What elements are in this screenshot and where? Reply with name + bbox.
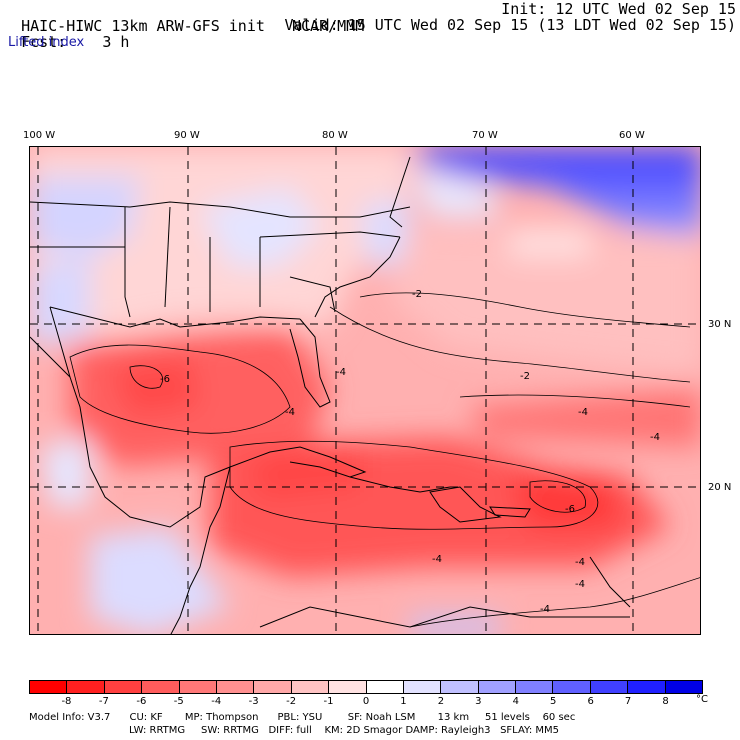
forecast-hour: Fcst: 3 h	[21, 33, 130, 51]
colorbar-unit: °C	[696, 694, 708, 705]
model-title: HAIC-HIWC 13km ARW-GFS init NCAR/MMM	[21, 17, 365, 35]
colorbar-swatch	[553, 681, 591, 693]
colorbar-swatch	[516, 681, 554, 693]
colorbar-swatch	[628, 681, 666, 693]
colorbar-tick-label: -4	[211, 696, 222, 707]
colorbar-swatch	[366, 681, 404, 693]
colorbar-swatch	[329, 681, 367, 693]
coastlines	[30, 156, 631, 634]
lon-label: 70 W	[472, 130, 498, 141]
init-time: Init: 12 UTC Wed 02 Sep 15	[501, 0, 736, 18]
model-info-line1: Model Info: V3.7 CU: KF MP: Thompson PBL…	[29, 712, 576, 723]
colorbar-tick-label: 6	[587, 696, 594, 707]
colorbar-swatch	[179, 681, 217, 693]
model-info-line2: LW: RRTMG SW: RRTMG DIFF: full KM: 2D Sm…	[129, 725, 559, 736]
colorbar-tick-label: 2	[437, 696, 445, 707]
colorbar-swatch	[216, 681, 255, 693]
colorbar	[29, 680, 703, 694]
colorbar-tick-label: 5	[550, 696, 557, 707]
colorbar-swatch	[104, 681, 143, 693]
contour-label: -4	[336, 367, 346, 378]
contour-label: -2	[412, 289, 422, 300]
lon-label: 80 W	[322, 130, 348, 141]
lat-label: 20 N	[708, 482, 732, 493]
colorbar-swatch	[291, 681, 330, 693]
colorbar-tick-label: 4	[512, 696, 519, 707]
contour-label: -4	[650, 432, 660, 443]
colorbar-swatch	[665, 681, 703, 693]
colorbar-swatch	[441, 681, 479, 693]
colorbar-tick-label: 7	[624, 696, 632, 707]
lon-label: 90 W	[174, 130, 200, 141]
contour-label: -4	[578, 407, 588, 418]
lifted-index-map[interactable]: -2 -2 -4 -4 -4 -4 -4 -4 -4 -4 -6 -6	[29, 146, 701, 635]
lon-label: 60 W	[619, 130, 645, 141]
colorbar-tick-label: -5	[173, 696, 184, 707]
contour-label: -6	[565, 504, 575, 515]
map-canvas: -2 -2 -4 -4 -4 -4 -4 -4 -4 -4 -6 -6	[30, 147, 700, 634]
lon-label: 100 W	[23, 130, 56, 141]
contour-label: -4	[432, 554, 442, 565]
colorbar-tick-label: -1	[323, 696, 334, 707]
valid-time: Valid: 15 UTC Wed 02 Sep 15 (13 LDT Wed …	[284, 16, 736, 34]
colorbar-tick-label: 8	[662, 696, 669, 707]
contour-label: -4	[540, 604, 550, 615]
contour-label: -2	[520, 371, 530, 382]
contour-label: -4	[575, 579, 585, 590]
colorbar-swatch	[478, 681, 517, 693]
colorbar-swatch	[403, 681, 442, 693]
contour-label: -6	[160, 374, 170, 385]
colorbar-tick-label: 3	[475, 696, 482, 707]
colorbar-tick-label: 1	[400, 696, 407, 707]
contour-label: -4	[285, 407, 295, 418]
colorbar-swatch	[30, 681, 68, 693]
colorbar-swatch	[142, 681, 180, 693]
colorbar-swatch	[67, 681, 105, 693]
colorbar-tick-label: -2	[286, 696, 297, 707]
field-name: Lifted index	[8, 35, 85, 50]
contour-labels: -2 -2 -4 -4 -4 -4 -4 -4 -4 -4 -6 -6	[160, 289, 660, 615]
colorbar-swatch	[590, 681, 629, 693]
colorbar-tick-label: -6	[136, 696, 147, 707]
colorbar-tick-label: 0	[362, 696, 370, 707]
contours	[69, 292, 700, 628]
colorbar-tick-label: -8	[61, 696, 72, 707]
colorbar-swatch	[254, 681, 292, 693]
contour-label: -4	[575, 557, 585, 568]
colorbar-tick-label: -7	[98, 696, 109, 707]
colorbar-tick-label: -3	[248, 696, 259, 707]
lat-label: 30 N	[708, 319, 732, 330]
